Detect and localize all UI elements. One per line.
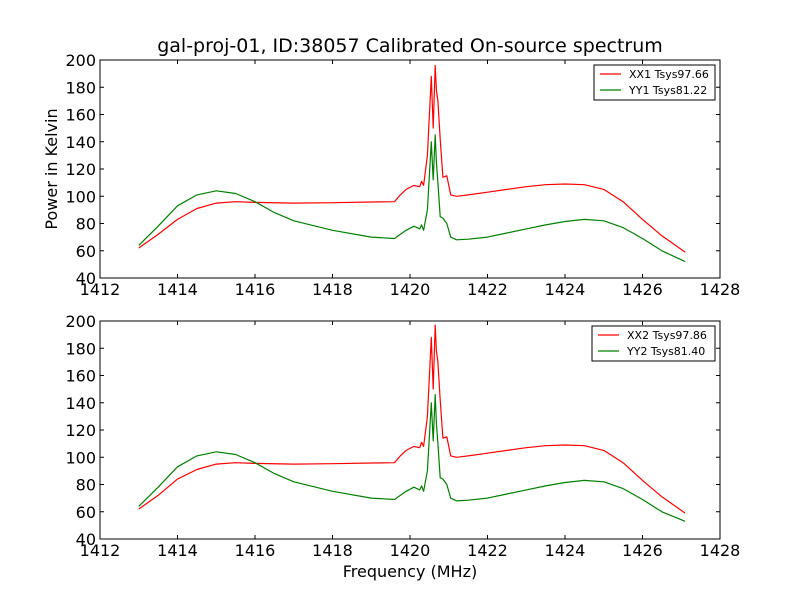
x-tick-label: 1426 — [622, 280, 663, 299]
legend: XX1 Tsys97.66 YY1 Tsys81.22 — [593, 64, 716, 101]
y-tick-label: 180 — [65, 339, 96, 358]
y-tick-label: 200 — [65, 51, 96, 70]
x-tick-label: 1424 — [545, 541, 586, 560]
y-tick-label: 120 — [65, 160, 96, 179]
series-line-xx1 — [138, 64, 686, 253]
chart-title: gal-proj-01, ID:38057 Calibrated On-sour… — [157, 35, 663, 57]
y-tick-label: 180 — [65, 78, 96, 97]
y-tick-label: 60 — [76, 242, 96, 261]
x-tick-label: 1420 — [390, 541, 431, 560]
legend-entry-label: YY1 Tsys81.22 — [628, 84, 707, 97]
y-tick-label: 140 — [65, 394, 96, 413]
x-tick-label: 1412 — [80, 541, 121, 560]
y-tick-label: 40 — [76, 530, 96, 549]
y-tick-label: 60 — [76, 503, 96, 522]
series-line-yy1 — [138, 134, 686, 263]
x-tick-label: 1422 — [467, 541, 508, 560]
legend-entry-label: YY2 Tsys81.40 — [626, 345, 705, 358]
x-tick-label: 1416 — [235, 541, 276, 560]
y-tick-label: 80 — [76, 476, 96, 495]
y-tick-label: 80 — [76, 215, 96, 234]
x-tick-label: 1412 — [80, 280, 121, 299]
y-tick-label: 160 — [65, 106, 96, 125]
y-tick-label: 40 — [76, 269, 96, 288]
x-tick-label: 1428 — [700, 541, 741, 560]
x-tick-label: 1414 — [157, 280, 198, 299]
y-tick-label: 160 — [65, 367, 96, 386]
legend: XX2 Tsys97.86 YY2 Tsys81.40 — [591, 325, 716, 362]
y-tick-label: 140 — [65, 133, 96, 152]
x-tick-label: 1418 — [312, 541, 353, 560]
x-tick-label: 1416 — [235, 280, 276, 299]
x-tick-label: 1414 — [157, 541, 198, 560]
top-spectrum-panel: 1412 1414 1416 1418 1420 1422 1424 1426 1428 40 60… — [65, 51, 740, 299]
y-tick-label: 120 — [65, 421, 96, 440]
x-tick-label: 1428 — [700, 280, 741, 299]
y-axis-label-top: Power in Kelvin — [42, 108, 61, 229]
y-tick-label: 100 — [65, 448, 96, 467]
legend-entry-label: XX1 Tsys97.66 — [629, 68, 709, 81]
y-tick-label: 100 — [65, 187, 96, 206]
series-line-xx2 — [138, 324, 686, 514]
x-axis-label-bottom: Frequency (MHz) — [343, 562, 477, 581]
series-line-yy2 — [138, 394, 686, 522]
bottom-spectrum-panel: 1412 1414 1416 1418 1420 1422 1424 1426 1428 40 60… — [65, 312, 740, 560]
legend-box — [591, 325, 716, 362]
x-tick-label: 1426 — [622, 541, 663, 560]
x-tick-label: 1424 — [545, 280, 586, 299]
x-tick-label: 1420 — [390, 280, 431, 299]
x-tick-label: 1418 — [312, 280, 353, 299]
y-tick-label: 200 — [65, 312, 96, 331]
legend-entry-label: XX2 Tsys97.86 — [627, 329, 707, 342]
x-tick-label: 1422 — [467, 280, 508, 299]
legend-box — [593, 64, 716, 101]
